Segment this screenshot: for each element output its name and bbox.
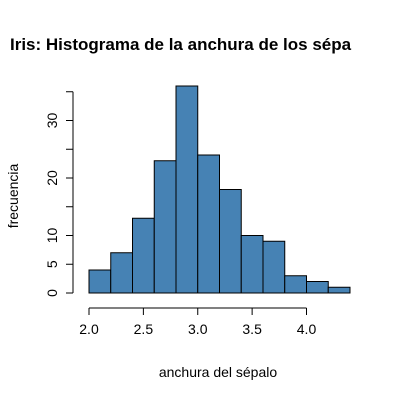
y-tick-label-2: 10 (44, 228, 60, 244)
histogram-bar-10 (306, 281, 329, 294)
bars-group (88, 85, 351, 294)
histogram-bar-0 (88, 269, 112, 294)
y-tick-label-6: 30 (44, 113, 60, 129)
histogram-bar-4 (175, 85, 199, 294)
histogram-bar-8 (262, 240, 286, 294)
histogram-bar-5 (197, 154, 220, 294)
histogram-bar-1 (110, 252, 133, 294)
histogram-bar-9 (284, 275, 307, 294)
x-tick-label-0: 2.0 (79, 321, 99, 337)
y-tick-label-1: 5 (44, 260, 60, 268)
x-tick-label-3: 3.5 (242, 321, 262, 337)
y-axis-label: frecuencia (5, 163, 21, 228)
histogram-bar-2 (132, 217, 155, 294)
histogram-bar-11 (327, 286, 351, 294)
y-tick-label-4: 20 (44, 170, 60, 186)
x-tick-label-2: 3.0 (188, 321, 208, 337)
histogram-bar-6 (219, 189, 242, 294)
histogram-bar-7 (240, 235, 264, 294)
x-tick-label-4: 4.0 (297, 321, 317, 337)
chart-title: Iris: Histograma de la anchura de los sé… (10, 35, 352, 54)
x-tick-label-1: 2.5 (134, 321, 154, 337)
histogram-bar-3 (153, 160, 177, 294)
y-axis: 0 5 10 20 30 (44, 91, 74, 297)
x-axis-label: anchura del sépalo (159, 364, 278, 380)
x-axis: 2.0 2.5 3.0 3.5 4.0 (79, 307, 317, 337)
y-tick-label-0: 0 (44, 289, 60, 297)
